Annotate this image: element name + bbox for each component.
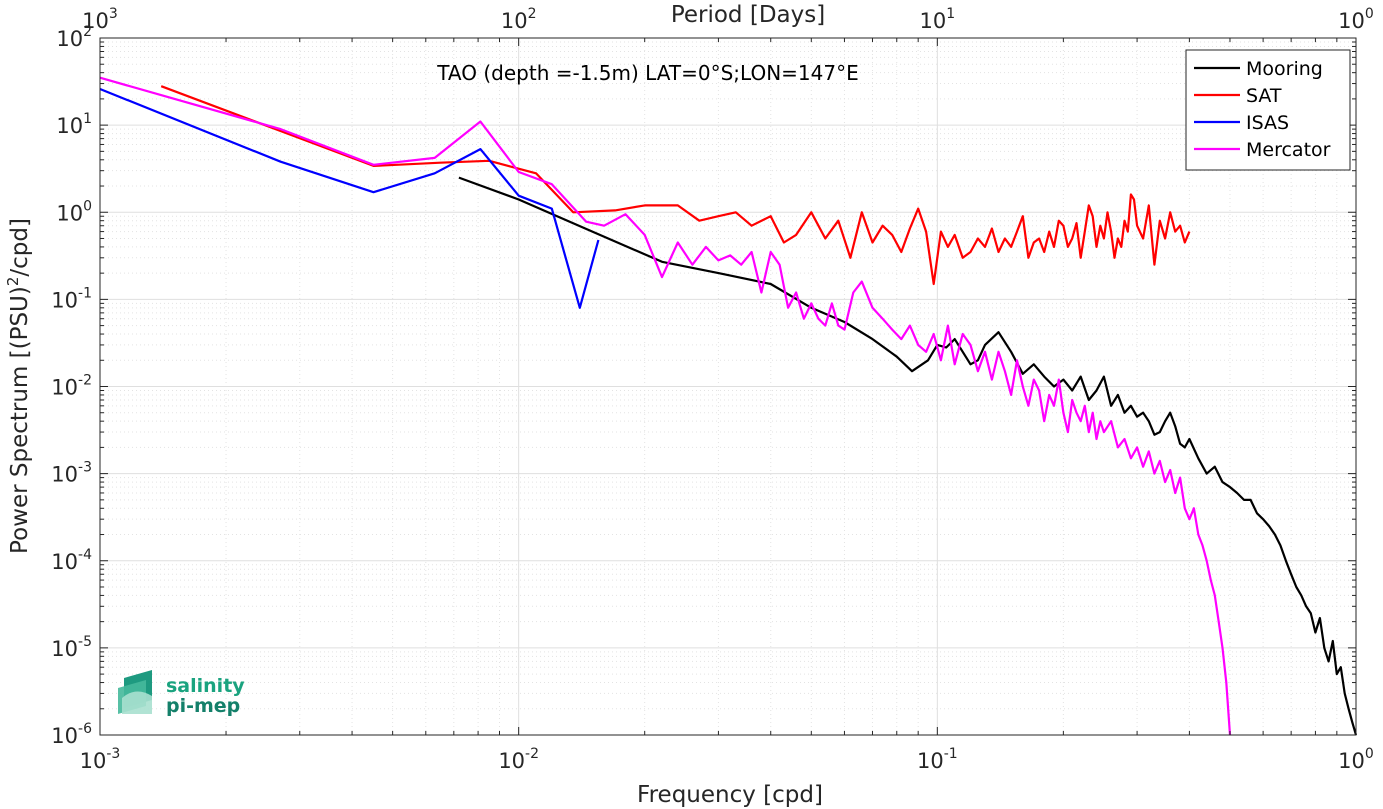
y-tick-label: 100	[56, 198, 92, 225]
legend-label-isas: ISAS	[1246, 112, 1289, 134]
top-tick-label: 103	[82, 6, 118, 33]
series-layer	[99, 76, 1358, 736]
y-tick-label: 10-6	[51, 721, 92, 748]
logo-text-salinity: salinity	[166, 675, 245, 697]
y-tick-label: 10-3	[51, 460, 92, 487]
series-line-mercator	[99, 76, 1232, 736]
logo-text-pi-mep: pi-mep	[166, 695, 240, 717]
y-tick-label: 10-4	[51, 547, 92, 574]
grid	[99, 38, 1356, 736]
y-tick-label: 102	[56, 24, 92, 51]
legend-label-sat: SAT	[1246, 85, 1282, 107]
salinity-pi-mep-logo: salinity pi-mep	[118, 670, 245, 717]
series-line-isas	[99, 87, 600, 309]
y-tick-label: 10-5	[51, 634, 92, 661]
top-axis-label: Period [Days]	[671, 2, 825, 28]
wave-logo-icon	[118, 670, 152, 714]
top-tick-label: 101	[920, 6, 956, 33]
top-tick-label: 100	[1338, 6, 1374, 33]
x-tick-label: 100	[1338, 746, 1374, 773]
series-line-sat	[160, 85, 1191, 286]
ticks	[99, 37, 1357, 736]
y-tick-label: 10-1	[51, 285, 92, 312]
annotation-text: TAO (depth =-1.5m) LAT=0°S;LON=147°E	[436, 61, 858, 85]
legend-label-mercator: Mercator	[1246, 139, 1331, 161]
legend-label-mooring: Mooring	[1246, 58, 1323, 80]
x-tick-label: 10-2	[498, 746, 539, 773]
y-tick-label: 10-2	[51, 373, 92, 400]
legend: Mooring SAT ISAS Mercator	[1185, 49, 1351, 171]
x-axis-label: Frequency [cpd]	[637, 782, 823, 808]
x-tick-label: 10-3	[80, 746, 121, 773]
series-line-mooring	[458, 176, 1358, 736]
x-tick-label: 10-1	[917, 746, 958, 773]
top-tick-label: 102	[501, 6, 537, 33]
y-axis-label: Power Spectrum [(PSU)2/cpd]	[4, 218, 33, 554]
y-tick-label: 101	[56, 111, 92, 138]
